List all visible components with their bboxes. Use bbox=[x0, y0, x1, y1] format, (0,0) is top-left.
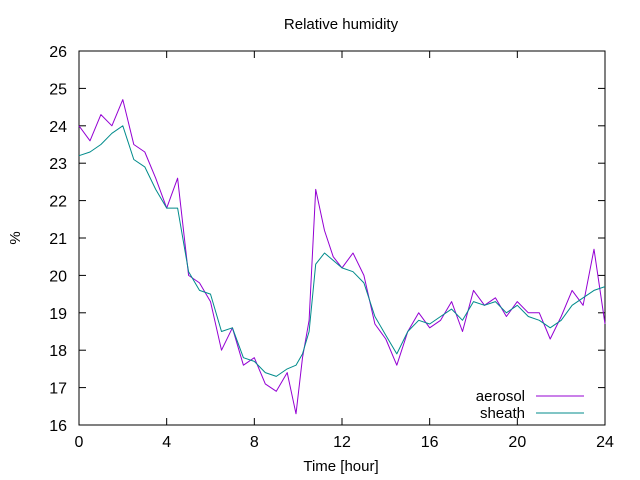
y-axis-label: % bbox=[7, 231, 24, 244]
x-tick-label: 12 bbox=[333, 434, 351, 451]
x-axis-label: Time [hour] bbox=[303, 458, 378, 475]
y-tick-label: 25 bbox=[49, 81, 67, 98]
y-axis: 16 17 18 19 20 21 22 23 24 25 26 bbox=[49, 44, 605, 435]
x-tick-label: 24 bbox=[596, 434, 614, 451]
x-tick-label: 8 bbox=[250, 434, 259, 451]
y-tick-label: 22 bbox=[49, 194, 67, 211]
x-axis: 0 4 8 12 16 20 24 bbox=[75, 51, 614, 451]
y-tick-label: 19 bbox=[49, 306, 67, 323]
series-line-aerosol bbox=[78, 99, 606, 415]
y-tick-label: 18 bbox=[49, 343, 67, 360]
y-tick-label: 24 bbox=[49, 119, 67, 136]
y-tick-label: 16 bbox=[49, 418, 67, 435]
x-tick-label: 0 bbox=[75, 434, 84, 451]
chart-title: Relative humidity bbox=[284, 16, 399, 33]
legend-label-sheath: sheath bbox=[480, 405, 525, 422]
y-tick-label: 26 bbox=[49, 44, 67, 61]
x-tick-label: 16 bbox=[421, 434, 439, 451]
y-tick-label: 20 bbox=[49, 268, 67, 285]
series-layer bbox=[78, 99, 606, 415]
x-tick-label: 4 bbox=[162, 434, 171, 451]
y-tick-label: 17 bbox=[49, 381, 67, 398]
y-tick-label: 21 bbox=[49, 231, 67, 248]
x-tick-label: 20 bbox=[508, 434, 526, 451]
series-line-sheath bbox=[78, 125, 606, 377]
y-tick-label: 23 bbox=[49, 156, 67, 173]
plot-frame bbox=[78, 50, 606, 426]
legend-label-aerosol: aerosol bbox=[476, 388, 525, 405]
